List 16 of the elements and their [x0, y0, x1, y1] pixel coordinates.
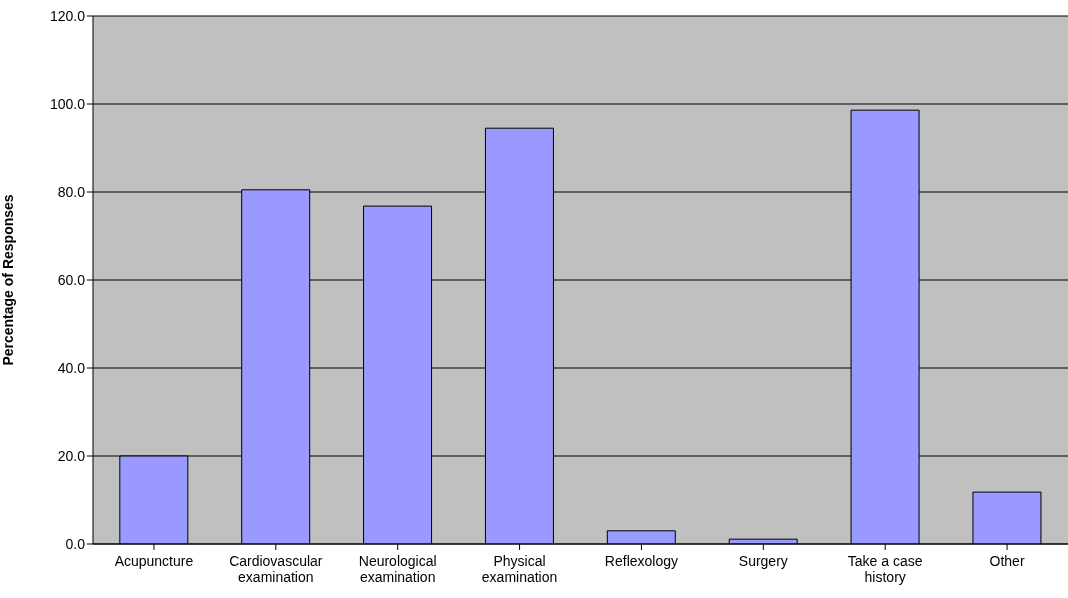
y-tick-label: 60.0: [57, 271, 86, 288]
x-tick-label: Other: [989, 553, 1025, 569]
y-tick-label: 20.0: [57, 447, 86, 464]
x-tick-label: Surgery: [738, 553, 788, 569]
x-tick-label: Neurological examination: [358, 553, 437, 585]
y-tick-label: 120.0: [49, 7, 86, 24]
x-tick-label: Reflexology: [604, 553, 679, 569]
y-tick-label: 0.0: [65, 535, 86, 552]
y-axis-title: Percentage of Responses: [0, 194, 16, 366]
x-tick-label: Cardiovascular examination: [229, 553, 323, 585]
y-tick-label: 100.0: [49, 95, 86, 112]
x-tick-label: Take a case history: [847, 553, 923, 585]
y-tick-label: 80.0: [57, 183, 86, 200]
x-tick-label: Acupuncture: [114, 553, 194, 569]
y-tick-label: 40.0: [57, 359, 86, 376]
x-tick-label: Physical examination: [481, 553, 558, 585]
